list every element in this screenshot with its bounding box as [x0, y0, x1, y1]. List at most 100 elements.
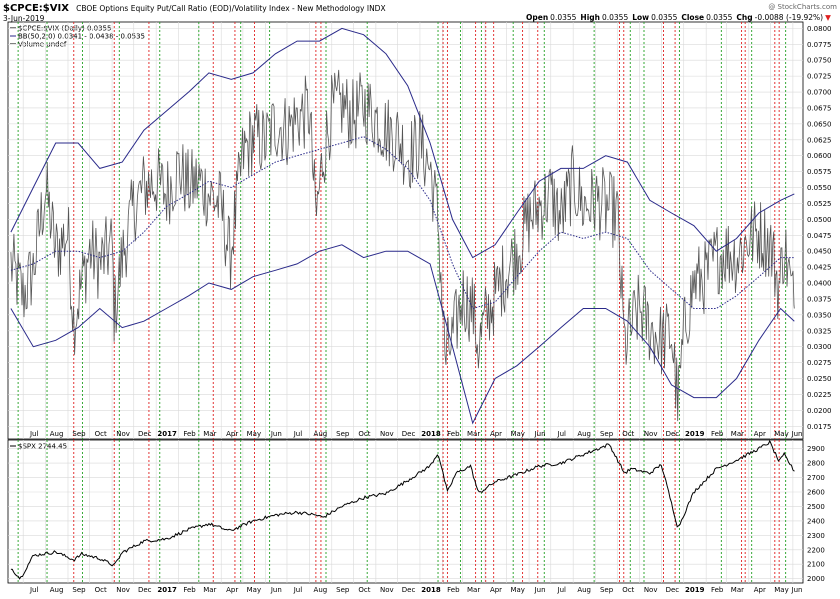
top-x-tick-label: Jul: [557, 430, 567, 438]
legend-label: BB(50,2.0) 0.0341 - 0.0438 - 0.0535: [18, 33, 145, 41]
top-y-tick-label: 0.0300: [807, 343, 832, 351]
top-y-tick-label: 0.0375: [807, 295, 832, 303]
bottom-x-tick-label: 2017: [157, 586, 177, 594]
bollinger-lower-line: [10, 244, 795, 425]
top-y-tick-label: 0.0800: [807, 25, 832, 33]
bottom-x-tick-label: Apr: [226, 586, 238, 594]
ohlc-value: -0.0088 (-19.92%): [755, 13, 824, 22]
chart-date: 3-Jun-2019: [3, 14, 45, 23]
bottom-x-tick-label: May: [247, 586, 261, 594]
top-x-tick-label: Jul: [29, 430, 39, 438]
bottom-x-tick-label: Apr: [754, 586, 766, 594]
ohlc-value: 0.0355: [602, 13, 628, 22]
top-y-tick-label: 0.0725: [807, 73, 832, 81]
top-x-tick-label: Aug: [50, 430, 64, 438]
top-panel-frame: [7, 21, 804, 440]
top-y-tick-label: 0.0425: [807, 264, 832, 272]
bottom-x-tick-label: Oct: [622, 586, 634, 594]
bottom-x-tick-label: Sep: [600, 586, 614, 594]
event-marker-layer: [17, 22, 787, 583]
bottom-y-tick-label: 2000: [807, 575, 825, 583]
top-x-tick-label: May: [510, 430, 524, 438]
ohlc-value: 0.0355: [706, 13, 732, 22]
top-x-tick-label: Jun: [791, 430, 803, 438]
bottom-y-tick-label: 2200: [807, 546, 825, 554]
bottom-y-tick-label: 2800: [807, 460, 825, 468]
bottom-y-tick-label: 2100: [807, 561, 825, 569]
bottom-y-tick-label: 2600: [807, 489, 825, 497]
top-x-tick-label: Dec: [138, 430, 152, 438]
top-x-tick-label: Feb: [711, 430, 724, 438]
top-y-tick-label: 0.0625: [807, 136, 832, 144]
bottom-x-tick-label: Dec: [138, 586, 152, 594]
down-arrow-icon: ▼: [825, 13, 831, 22]
bottom-x-tick-label: Aug: [50, 586, 64, 594]
bottom-x-tick-label: Apr: [490, 586, 502, 594]
top-y-tick-label: 0.0350: [807, 311, 832, 319]
top-y-tick-label: 0.0700: [807, 89, 832, 97]
top-x-tick-label: Jun: [270, 430, 282, 438]
bottom-x-tick-label: Aug: [577, 586, 591, 594]
top-y-tick-label: 0.0750: [807, 57, 832, 65]
top-y-tick-label: 0.0550: [807, 184, 832, 192]
ohlc-label: Chg: [736, 13, 752, 22]
top-x-tick-label: Sep: [72, 430, 86, 438]
top-x-tick-label: 2019: [685, 430, 705, 438]
bottom-x-tick-label: Jun: [791, 586, 803, 594]
top-x-tick-label: Jul: [293, 430, 303, 438]
bottom-x-tick-label: Jul: [29, 586, 39, 594]
top-x-tick-label: Nov: [116, 430, 130, 438]
bottom-x-tick-label: Oct: [95, 586, 107, 594]
bottom-x-tick-label: Mar: [203, 586, 216, 594]
bottom-y-tick-label: 2900: [807, 445, 825, 453]
cpce-vix-line: [10, 69, 795, 422]
bottom-x-tick-label: Mar: [467, 586, 480, 594]
top-x-tick-label: Aug: [577, 430, 591, 438]
top-y-tick-label: 0.0450: [807, 248, 832, 256]
chart-header: $CPCE:$VIX CBOE Options Equity Put/Call …: [3, 3, 386, 14]
bottom-x-tick-label: 2018: [421, 586, 441, 594]
top-y-tick-label: 0.0525: [807, 200, 832, 208]
bottom-x-tick-label: Nov: [380, 586, 394, 594]
top-x-tick-label: Dec: [402, 430, 416, 438]
top-x-tick-label: Oct: [622, 430, 634, 438]
bottom-x-tick-label: May: [774, 586, 788, 594]
spx-line: [10, 439, 795, 580]
bottom-y-tick-label: 2700: [807, 474, 825, 482]
top-x-tick-label: Feb: [183, 430, 196, 438]
ohlc-label: Low: [632, 13, 649, 22]
bottom-x-tick-label: Dec: [402, 586, 416, 594]
top-x-tick-label: Dec: [666, 430, 680, 438]
bottom-y-tick-label: 2300: [807, 532, 825, 540]
top-y-tick-label: 0.0325: [807, 327, 832, 335]
bottom-x-tick-label: Aug: [314, 586, 328, 594]
top-y-tick-label: 0.0575: [807, 168, 832, 176]
ohlc-value: 0.0355: [550, 13, 576, 22]
top-x-tick-label: Nov: [380, 430, 394, 438]
bollinger-middle-line: [10, 136, 795, 310]
top-x-tick-label: Mar: [731, 430, 744, 438]
legend-label: $SPX 2744.45: [18, 443, 67, 451]
bottom-x-tick-label: Jun: [534, 586, 546, 594]
bottom-x-tick-label: 2019: [685, 586, 705, 594]
bottom-x-tick-label: Feb: [183, 586, 196, 594]
bottom-y-tick-label: 2500: [807, 503, 825, 511]
top-y-tick-label: 0.0175: [807, 423, 832, 431]
top-y-tick-label: 0.0500: [807, 216, 832, 224]
top-y-tick-label: 0.0275: [807, 359, 832, 367]
bottom-x-tick-label: Nov: [644, 586, 658, 594]
top-x-tick-label: Sep: [600, 430, 614, 438]
series-layer: [10, 27, 795, 580]
top-x-tick-label: May: [247, 430, 261, 438]
bottom-x-tick-label: Sep: [72, 586, 86, 594]
top-x-tick-label: Mar: [203, 430, 216, 438]
bottom-panel-frame: [7, 439, 804, 584]
bollinger-upper-line: [10, 27, 795, 259]
bottom-x-tick-label: Oct: [358, 586, 370, 594]
ohlc-label: Close: [681, 13, 704, 22]
top-y-tick-label: 0.0675: [807, 104, 832, 112]
bottom-x-tick-label: Nov: [116, 586, 130, 594]
chart-description: CBOE Options Equity Put/Call Ratio (EOD)…: [76, 4, 385, 13]
